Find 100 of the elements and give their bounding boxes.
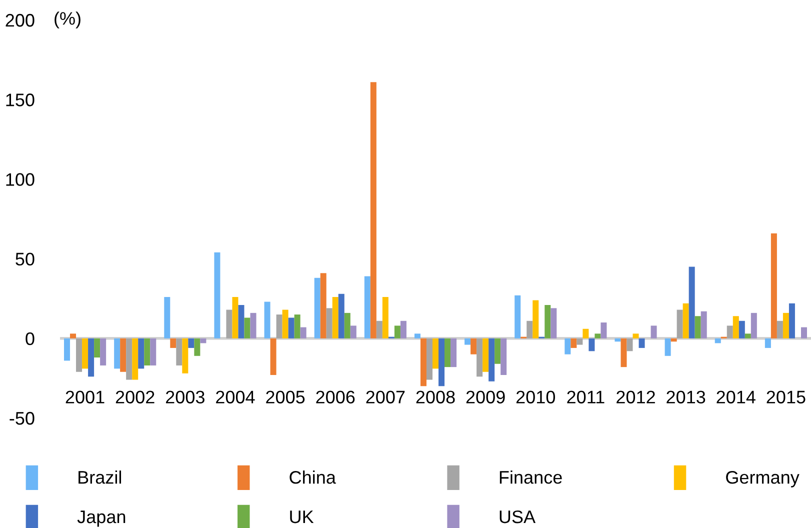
bar <box>614 338 621 342</box>
bar <box>526 320 533 338</box>
legend-label: China <box>290 470 336 484</box>
bar <box>270 338 276 376</box>
bar <box>420 338 426 386</box>
y-tick-label: 50 <box>16 252 34 266</box>
bar <box>338 294 344 338</box>
x-tick-label: 2012 <box>616 390 655 404</box>
bar <box>138 338 144 369</box>
x-tick-label: 2014 <box>716 390 756 404</box>
bar <box>150 338 156 366</box>
x-tick-label: 2010 <box>516 390 556 404</box>
bar <box>170 338 176 348</box>
bar <box>700 311 707 338</box>
x-tick-label: 2007 <box>366 390 405 404</box>
bar <box>350 326 356 338</box>
bar <box>470 338 477 354</box>
bar <box>514 295 521 338</box>
bar <box>214 252 220 338</box>
bar <box>444 338 451 368</box>
bar <box>194 338 200 356</box>
bar <box>244 318 250 338</box>
x-tick-label: 2009 <box>466 390 505 404</box>
bar <box>282 310 288 338</box>
bar <box>126 338 132 380</box>
bar <box>564 338 571 354</box>
bar <box>120 338 126 372</box>
bar <box>532 300 539 338</box>
bar <box>482 338 489 372</box>
bar <box>682 303 689 338</box>
bar <box>620 338 627 368</box>
bar <box>232 297 238 338</box>
bar <box>414 334 420 338</box>
bar <box>576 338 583 345</box>
bar <box>788 303 795 338</box>
bar <box>164 297 170 338</box>
bar <box>200 338 206 344</box>
bar <box>382 297 388 338</box>
bar <box>250 312 256 338</box>
bar <box>582 328 589 338</box>
bar <box>344 312 350 338</box>
bar <box>64 338 70 361</box>
x-tick-label: 2004 <box>216 390 255 404</box>
bar <box>100 338 106 366</box>
bar <box>188 338 194 348</box>
bar <box>132 338 138 380</box>
bar <box>82 338 88 369</box>
legend-label: USA <box>500 510 536 524</box>
bar <box>476 338 483 377</box>
bar <box>770 233 777 338</box>
bar <box>326 308 332 338</box>
bar <box>776 320 783 338</box>
bar <box>488 338 495 382</box>
x-tick-label: 2002 <box>116 390 154 404</box>
bar <box>638 338 645 348</box>
bar <box>494 338 501 364</box>
bar <box>800 327 807 338</box>
bar <box>744 334 751 338</box>
bar <box>114 338 120 369</box>
bar <box>550 308 557 338</box>
legend-label: Japan <box>77 510 126 527</box>
bar <box>500 338 507 376</box>
x-tick-label: 2008 <box>416 390 455 404</box>
bar <box>782 312 789 338</box>
bar <box>70 334 76 338</box>
bar <box>588 338 595 352</box>
bar <box>288 318 294 338</box>
bar <box>320 273 326 338</box>
bar <box>750 312 757 338</box>
bar <box>226 310 232 338</box>
bar <box>726 326 733 338</box>
bar <box>332 297 338 338</box>
bar <box>370 82 376 338</box>
bar <box>94 338 100 358</box>
bar <box>426 338 432 380</box>
bar <box>144 338 150 366</box>
legend-label: Germany <box>726 470 800 488</box>
x-tick-label: 2015 <box>766 390 806 404</box>
y-tick-label: 100 <box>6 173 34 186</box>
bar <box>182 338 188 374</box>
bar <box>688 266 695 338</box>
bar <box>632 334 639 338</box>
y-tick-label: -50 <box>10 412 34 425</box>
y-tick-label: 150 <box>6 94 34 106</box>
bar <box>764 338 771 348</box>
legend-label: Brazil <box>78 470 122 484</box>
bar <box>88 338 94 377</box>
bar <box>738 320 745 338</box>
x-tick-label: 2005 <box>266 390 305 404</box>
bar <box>570 338 577 348</box>
bar <box>676 310 683 338</box>
bar <box>694 316 701 338</box>
bar <box>264 302 270 338</box>
bar <box>670 338 677 342</box>
bar <box>176 338 182 366</box>
bar <box>544 304 551 338</box>
bar <box>714 338 721 344</box>
bar <box>464 338 471 345</box>
legend-label: UK <box>290 510 314 524</box>
y-axis-title: (%) <box>54 12 80 28</box>
